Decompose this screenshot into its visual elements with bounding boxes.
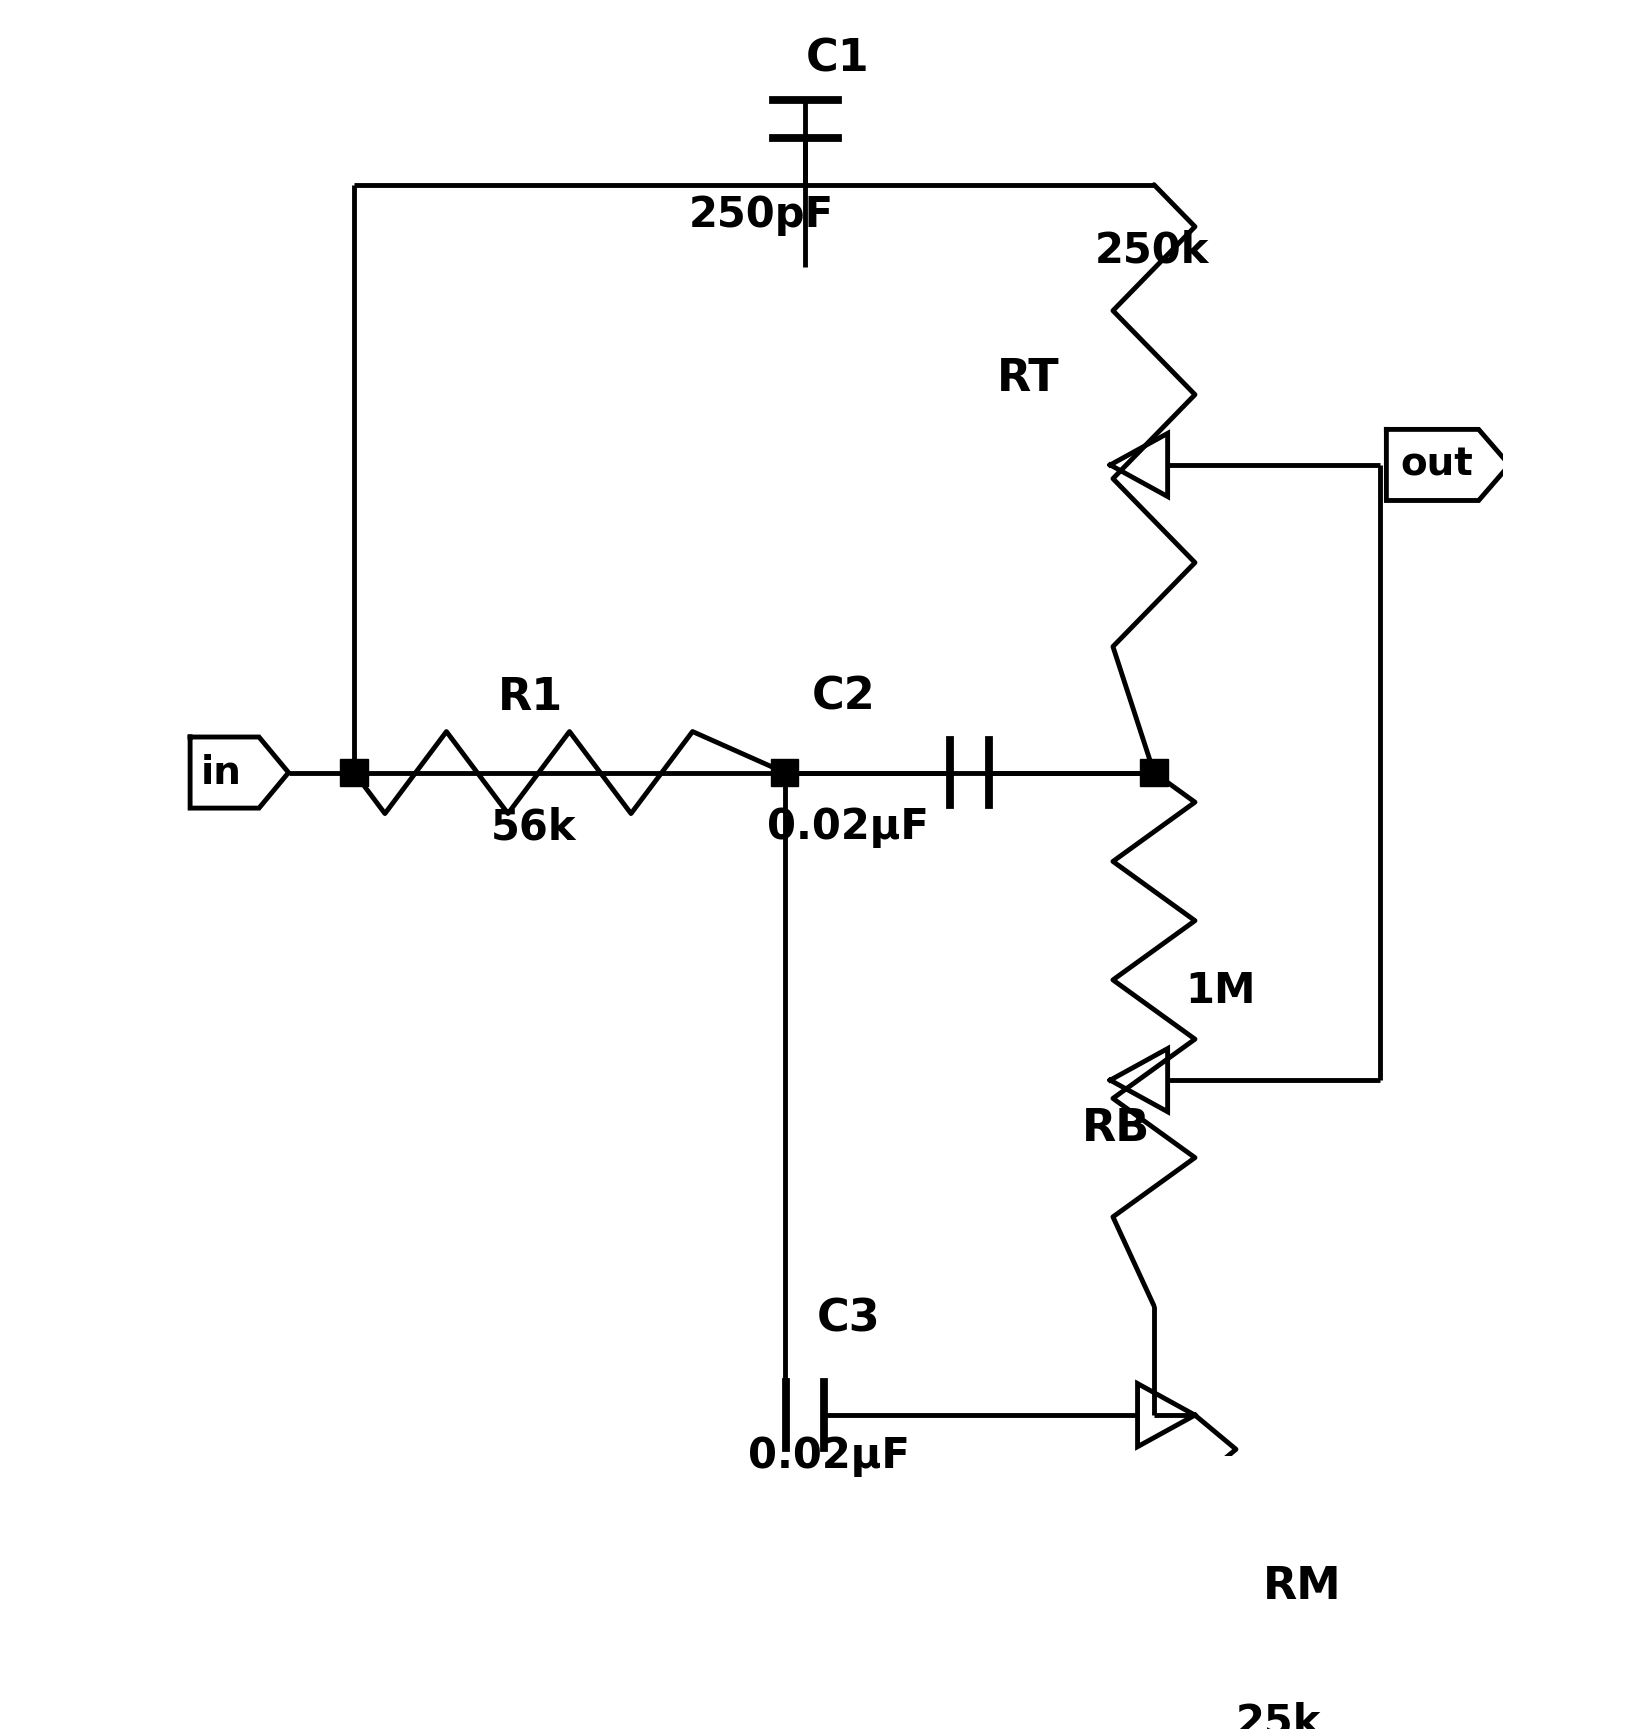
Text: 250k: 250k <box>1096 230 1209 271</box>
Text: C1: C1 <box>806 38 870 80</box>
Text: out: out <box>1400 446 1473 484</box>
Text: C3: C3 <box>816 1298 880 1342</box>
Text: 1M: 1M <box>1186 970 1256 1011</box>
Text: R1: R1 <box>498 676 563 719</box>
Text: RT: RT <box>998 358 1060 401</box>
Text: 250pF: 250pF <box>690 194 834 235</box>
Text: 0.02μF: 0.02μF <box>749 1435 909 1477</box>
Bar <box>341 759 369 787</box>
Text: in: in <box>201 754 242 792</box>
Text: RB: RB <box>1081 1107 1150 1150</box>
Text: 0.02μF: 0.02μF <box>767 806 929 849</box>
Text: 25k: 25k <box>1237 1701 1322 1729</box>
Text: 56k: 56k <box>491 806 577 849</box>
Bar <box>1140 759 1168 787</box>
Bar <box>771 759 798 787</box>
Text: C2: C2 <box>812 676 876 719</box>
Text: RM: RM <box>1263 1565 1342 1608</box>
